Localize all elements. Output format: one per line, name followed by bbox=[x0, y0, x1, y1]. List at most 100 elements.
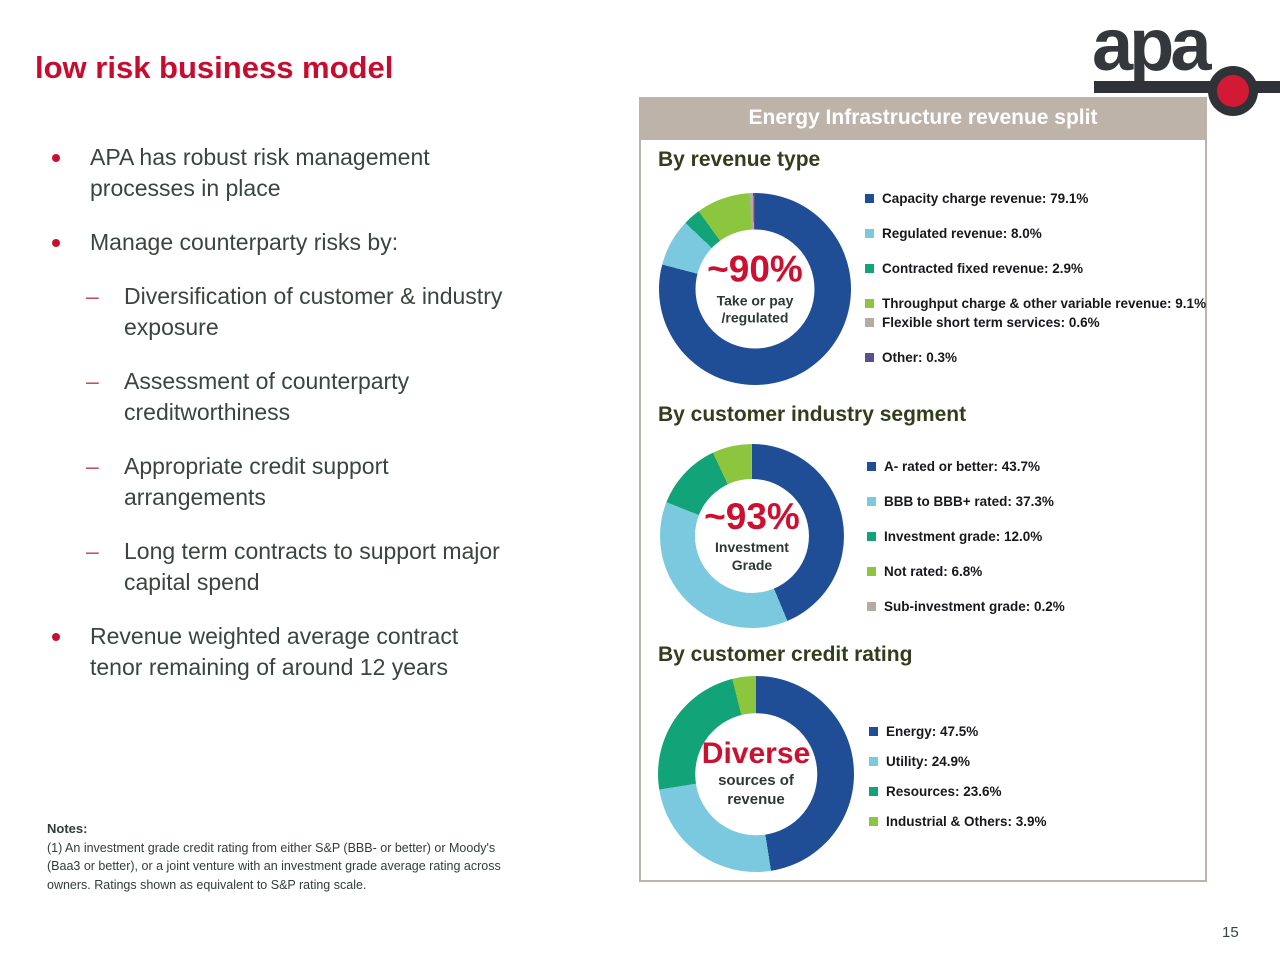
donut-center-headline: ~90% bbox=[707, 248, 803, 290]
legend-label: Resources: 23.6% bbox=[886, 784, 1002, 799]
bullet-item: – Appropriate credit support arrangements bbox=[52, 451, 612, 513]
chart-legend: Energy: 47.5% Utility: 24.9% Resources: 23… bbox=[869, 723, 1199, 843]
legend-item: Resources: 23.6% bbox=[869, 783, 1199, 800]
legend-swatch bbox=[869, 817, 878, 826]
legend-label: Investment grade: 12.0% bbox=[884, 529, 1043, 544]
bullet-item: APA has robust risk management processes… bbox=[52, 142, 612, 204]
legend-swatch bbox=[867, 567, 876, 576]
bullet-item: Revenue weighted average contract tenor … bbox=[52, 621, 612, 683]
donut-chart: ~93% Investment Grade bbox=[660, 444, 844, 628]
bullet-dash-icon: – bbox=[86, 538, 99, 564]
chart-legend: A- rated or better: 43.7% BBB to BBB+ rat… bbox=[867, 458, 1197, 633]
legend-item: Industrial & Others: 3.9% bbox=[869, 813, 1199, 830]
legend-swatch bbox=[865, 299, 874, 308]
legend-label: BBB to BBB+ rated: 37.3% bbox=[884, 494, 1054, 509]
legend-swatch bbox=[865, 229, 874, 238]
legend-swatch bbox=[867, 462, 876, 471]
legend-label: Throughput charge & other variable reven… bbox=[882, 296, 1207, 311]
donut-center-headline: ~93% bbox=[704, 495, 800, 537]
legend-item: Contracted fixed revenue: 2.9% bbox=[865, 260, 1217, 277]
legend-label: Energy: 47.5% bbox=[886, 724, 979, 739]
donut-center-headline: Diverse bbox=[701, 736, 811, 770]
panel-header: Energy Infrastructure revenue split bbox=[639, 97, 1207, 138]
legend-label: Contracted fixed revenue: 2.9% bbox=[882, 261, 1084, 276]
apa-logo-text: apa bbox=[1092, 3, 1211, 86]
legend-swatch bbox=[865, 194, 874, 203]
legend-item: Sub-investment grade: 0.2% bbox=[867, 598, 1197, 615]
donut-center-subline: sources of bbox=[718, 772, 794, 790]
bullet-dot-icon bbox=[52, 227, 90, 258]
bullet-item: – Long term contracts to support major ca… bbox=[52, 536, 612, 598]
apa-logo-circle-icon bbox=[1208, 66, 1258, 116]
legend-label: Regulated revenue: 8.0% bbox=[882, 226, 1042, 241]
legend-label: Other: 0.3% bbox=[882, 350, 958, 365]
legend-label: Capacity charge revenue: 79.1% bbox=[882, 191, 1089, 206]
bullet-text: Diversification of customer & industry e… bbox=[124, 283, 503, 340]
bullet-dash-icon: – bbox=[86, 368, 99, 394]
legend-item: Throughput charge & other variable reven… bbox=[865, 295, 1217, 312]
donut-chart: Diverse sources of revenue bbox=[658, 676, 854, 872]
bullet-text: APA has robust risk management processes… bbox=[90, 144, 430, 201]
legend-item: Energy: 47.5% bbox=[869, 723, 1199, 740]
bullet-dash-icon: – bbox=[86, 453, 99, 479]
donut-center: ~90% Take or pay/regulated bbox=[695, 229, 815, 349]
legend-swatch bbox=[869, 757, 878, 766]
donut-chart: ~90% Take or pay/regulated bbox=[659, 193, 851, 385]
notes-line: owners. Ratings shown as equivalent to S… bbox=[47, 877, 367, 892]
legend-label: Flexible short term services: 0.6% bbox=[882, 315, 1100, 330]
legend-swatch bbox=[867, 602, 876, 611]
bullet-text: Appropriate credit support arrangements bbox=[124, 453, 389, 510]
legend-item: Investment grade: 12.0% bbox=[867, 528, 1197, 545]
notes-label: Notes: bbox=[47, 821, 88, 836]
bullet-text: Assessment of counterparty creditworthin… bbox=[124, 368, 410, 425]
legend-item: Flexible short term services: 0.6% bbox=[865, 314, 1217, 331]
donut-center-subline: Grade bbox=[731, 556, 773, 573]
legend-swatch bbox=[865, 318, 874, 327]
bullet-dot-icon bbox=[52, 142, 90, 204]
legend-item: BBB to BBB+ rated: 37.3% bbox=[867, 493, 1197, 510]
legend-label: Industrial & Others: 3.9% bbox=[886, 814, 1047, 829]
bullet-dot-icon bbox=[52, 621, 90, 683]
bullet-text: Manage counterparty risks by: bbox=[90, 229, 399, 255]
donut-center-subline: revenue bbox=[727, 791, 785, 809]
apa-logo-circle-center bbox=[1217, 75, 1249, 107]
donut-center-subline: /regulated bbox=[721, 309, 789, 326]
legend-item: Other: 0.3% bbox=[865, 349, 1217, 366]
donut-center: ~93% Investment Grade bbox=[694, 478, 810, 594]
donut-center: Diverse sources of revenue bbox=[695, 713, 817, 835]
bullet-item: Manage counterparty risks by: bbox=[52, 227, 612, 258]
legend-item: A- rated or better: 43.7% bbox=[867, 458, 1197, 475]
chart-title: By customer credit rating bbox=[658, 643, 913, 666]
chart-title: By customer industry segment bbox=[658, 403, 967, 426]
page-number: 15 bbox=[1222, 924, 1239, 941]
legend-label: Sub-investment grade: 0.2% bbox=[884, 599, 1065, 614]
legend-label: A- rated or better: 43.7% bbox=[884, 459, 1041, 474]
donut-center-sub: Investment Grade bbox=[715, 539, 789, 574]
chart-legend: Capacity charge revenue: 79.1% Regulated … bbox=[865, 190, 1217, 384]
legend-item: Utility: 24.9% bbox=[869, 753, 1199, 770]
legend-label: Utility: 24.9% bbox=[886, 754, 971, 769]
bullet-item: – Assessment of counterparty creditworthi… bbox=[52, 366, 612, 428]
legend-swatch bbox=[869, 727, 878, 736]
page-title: low risk business model bbox=[35, 50, 394, 85]
legend-swatch bbox=[867, 497, 876, 506]
donut-center-subline: Investment bbox=[715, 539, 789, 556]
legend-item: Regulated revenue: 8.0% bbox=[865, 225, 1217, 242]
bullet-item: – Diversification of customer & industry … bbox=[52, 281, 612, 343]
bullet-text: Long term contracts to support major cap… bbox=[124, 538, 500, 595]
bullet-dash-icon: – bbox=[86, 283, 99, 309]
notes-line: (1) An investment grade credit rating fr… bbox=[47, 840, 496, 855]
legend-item: Not rated: 6.8% bbox=[867, 563, 1197, 580]
notes: Notes: (1) An investment grade credit ra… bbox=[47, 820, 637, 894]
chart-title: By revenue type bbox=[658, 148, 821, 171]
donut-center-subline: Take or pay bbox=[716, 292, 794, 309]
bullet-text: Revenue weighted average contract tenor … bbox=[90, 623, 459, 680]
legend-item: Capacity charge revenue: 79.1% bbox=[865, 190, 1217, 207]
bullet-list: APA has robust risk management processes… bbox=[52, 142, 612, 706]
legend-swatch bbox=[865, 264, 874, 273]
donut-center-sub: sources of revenue bbox=[718, 772, 794, 810]
notes-line: (Baa3 or better), or a joint venture wit… bbox=[47, 859, 501, 873]
donut-center-sub: Take or pay/regulated bbox=[717, 292, 794, 327]
legend-swatch bbox=[867, 532, 876, 541]
